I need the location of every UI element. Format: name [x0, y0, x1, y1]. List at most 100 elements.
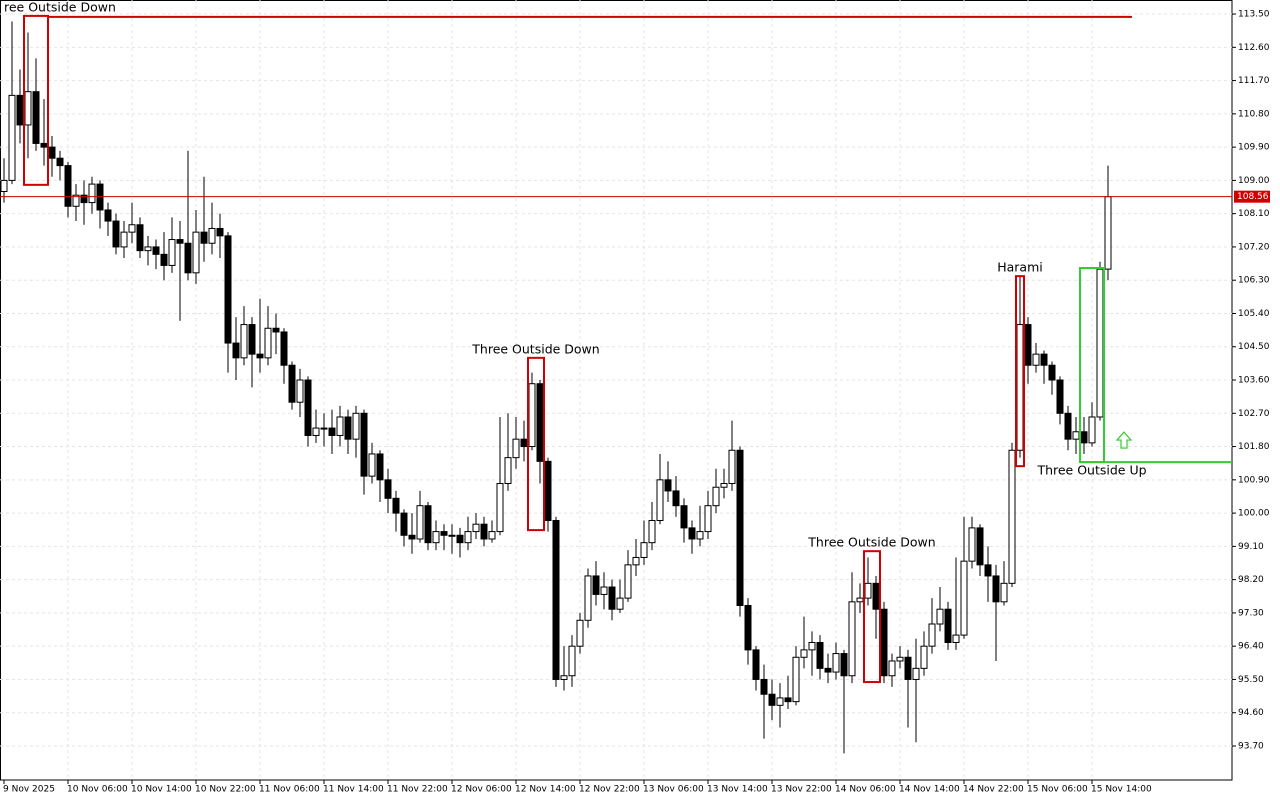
candle-body — [512, 438, 520, 459]
y-tick-label: 110.80 — [1238, 109, 1270, 119]
candle-body — [104, 209, 112, 222]
plot-border — [0, 0, 1233, 781]
candle-body — [936, 608, 944, 625]
candle — [456, 527, 464, 558]
x-tick-label: 11 Nov 14:00 — [323, 785, 384, 795]
candle — [744, 598, 752, 665]
pattern-box — [1015, 275, 1025, 468]
candle — [112, 213, 120, 255]
candle-body — [368, 453, 376, 477]
candle-body — [664, 479, 672, 492]
candle — [848, 572, 856, 684]
candle — [1032, 343, 1040, 373]
candle-body — [472, 523, 480, 533]
candle-body — [776, 697, 784, 706]
candle-body — [1056, 379, 1064, 414]
candle-body — [304, 379, 312, 436]
candle — [896, 646, 904, 669]
candle — [712, 468, 720, 514]
candle-body — [376, 453, 384, 481]
candle-body — [224, 235, 232, 344]
candle — [464, 516, 472, 551]
candle — [104, 202, 112, 236]
candle — [768, 679, 776, 721]
candle — [96, 180, 104, 229]
candle — [912, 638, 920, 743]
y-tick-label: 104.50 — [1238, 342, 1270, 352]
candle-body — [928, 623, 936, 647]
x-tick-label: 12 Nov 22:00 — [579, 785, 640, 795]
pattern-box — [23, 14, 49, 186]
candle-body — [264, 327, 272, 359]
candle — [496, 416, 504, 536]
candle — [392, 490, 400, 532]
candle — [640, 520, 648, 565]
candle — [384, 468, 392, 514]
candle-body — [1032, 353, 1040, 366]
candle — [224, 232, 232, 373]
candle-body — [992, 575, 1000, 603]
candle-body — [440, 531, 448, 536]
price-tag-label: 108.56 — [1237, 192, 1269, 202]
candle — [720, 468, 728, 499]
pattern-box — [863, 550, 881, 684]
candle-body — [1072, 431, 1080, 440]
candle-body — [904, 656, 912, 680]
candle — [448, 524, 456, 554]
candle — [704, 490, 712, 539]
candle-body — [576, 619, 584, 647]
candle — [624, 550, 632, 602]
candle — [8, 21, 16, 185]
candle-body — [1024, 324, 1032, 366]
candle-body — [360, 412, 368, 477]
candle — [440, 524, 448, 551]
candle-body — [832, 653, 840, 673]
candle-body — [248, 324, 256, 355]
candle — [680, 498, 688, 543]
candle — [80, 180, 88, 225]
candle — [216, 213, 224, 259]
candle — [888, 653, 896, 687]
candle-body — [456, 534, 464, 544]
candle-body — [496, 483, 504, 533]
candle-body — [240, 324, 248, 359]
y-tick-label: 108.10 — [1238, 209, 1270, 219]
candle-body — [1008, 449, 1016, 584]
candle — [1096, 261, 1104, 421]
candle-body — [24, 91, 32, 126]
candle-body — [448, 534, 456, 537]
candle-body — [480, 523, 488, 540]
candle-body — [784, 697, 792, 703]
candle — [608, 579, 616, 621]
candle-body — [696, 531, 704, 540]
candle-body — [56, 157, 64, 167]
candle-body — [72, 194, 80, 207]
y-tick-label: 97.30 — [1238, 608, 1264, 618]
candle — [824, 653, 832, 684]
candle-body — [1040, 353, 1048, 366]
candle — [312, 409, 320, 443]
candle — [752, 646, 760, 691]
x-tick-label: 15 Nov 14:00 — [1091, 785, 1152, 795]
candle — [856, 583, 864, 613]
candle — [512, 416, 520, 469]
candle-body — [208, 227, 216, 244]
candle — [544, 457, 552, 532]
candle-body — [344, 416, 352, 440]
candle-body — [840, 653, 848, 677]
candle-body — [400, 512, 408, 536]
candle — [600, 572, 608, 610]
candle-body — [912, 667, 920, 680]
candle — [1080, 416, 1088, 454]
candle — [872, 575, 880, 639]
candle — [584, 568, 592, 628]
candle-body — [352, 412, 360, 440]
candle-body — [544, 460, 552, 521]
candle-body — [520, 438, 528, 448]
candle — [992, 564, 1000, 661]
pattern-label: Three Outside Down — [471, 341, 599, 356]
y-tick-label: 113.50 — [1238, 10, 1270, 20]
candle-body — [1096, 268, 1104, 418]
candle-body — [560, 675, 568, 680]
candle-body — [192, 231, 200, 274]
